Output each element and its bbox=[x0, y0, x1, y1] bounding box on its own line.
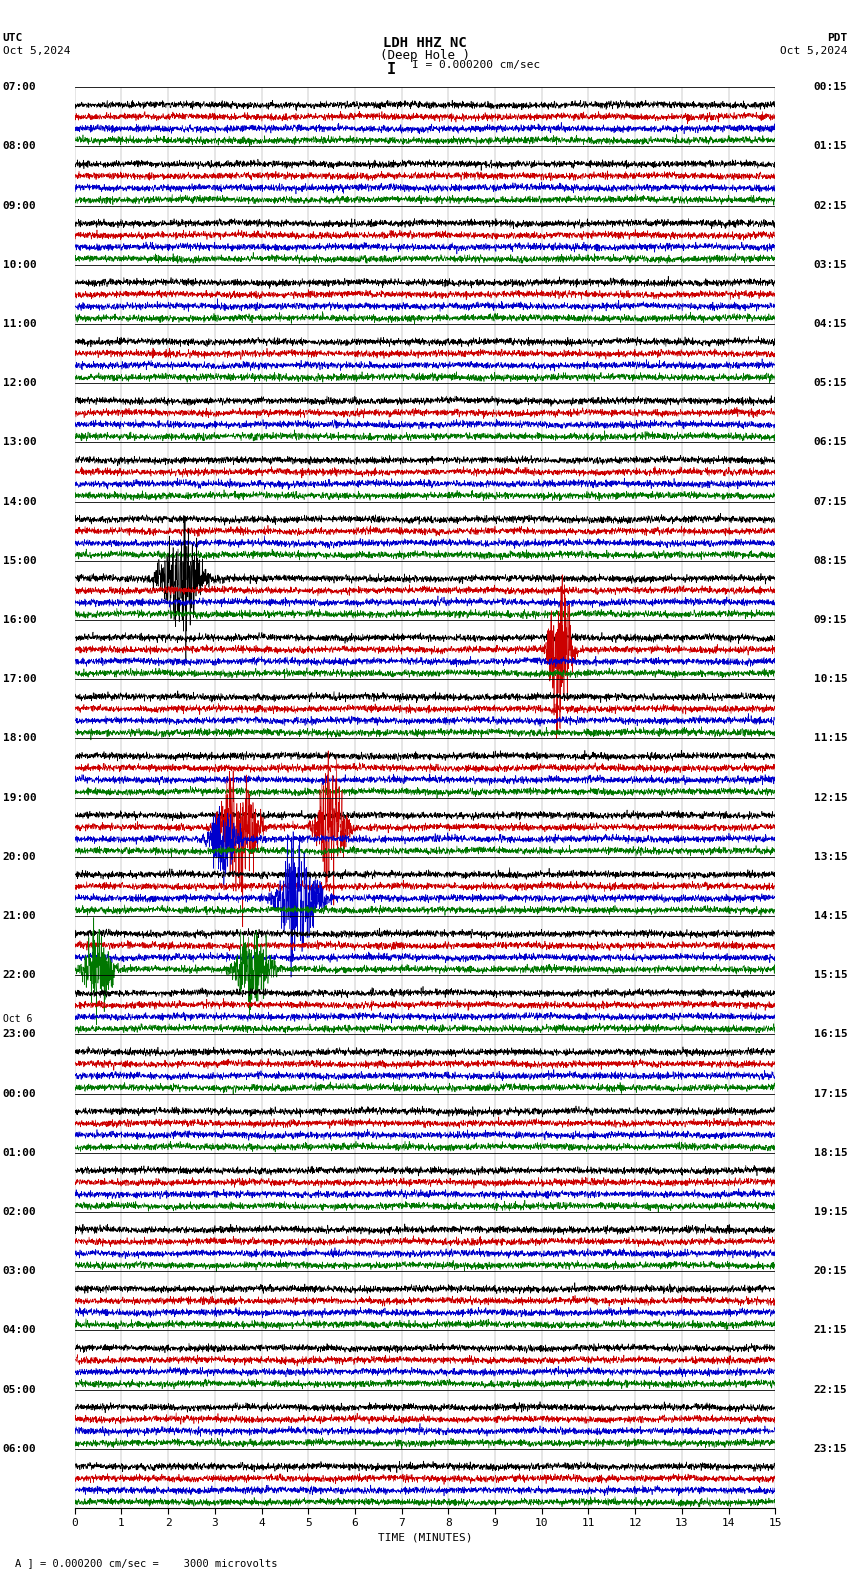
Text: 19:15: 19:15 bbox=[813, 1207, 847, 1217]
Text: A ] = 0.000200 cm/sec =    3000 microvolts: A ] = 0.000200 cm/sec = 3000 microvolts bbox=[15, 1559, 278, 1568]
Text: I = 0.000200 cm/sec: I = 0.000200 cm/sec bbox=[412, 60, 541, 70]
Text: 16:00: 16:00 bbox=[3, 615, 37, 626]
X-axis label: TIME (MINUTES): TIME (MINUTES) bbox=[377, 1533, 473, 1543]
Text: 08:00: 08:00 bbox=[3, 141, 37, 152]
Text: 22:15: 22:15 bbox=[813, 1384, 847, 1394]
Text: 16:15: 16:15 bbox=[813, 1030, 847, 1039]
Text: 21:15: 21:15 bbox=[813, 1326, 847, 1335]
Text: 15:15: 15:15 bbox=[813, 969, 847, 980]
Text: 18:15: 18:15 bbox=[813, 1148, 847, 1158]
Text: 22:00: 22:00 bbox=[3, 969, 37, 980]
Text: 07:00: 07:00 bbox=[3, 82, 37, 92]
Text: 02:15: 02:15 bbox=[813, 201, 847, 211]
Text: 00:00: 00:00 bbox=[3, 1088, 37, 1099]
Text: 20:00: 20:00 bbox=[3, 852, 37, 862]
Text: 13:00: 13:00 bbox=[3, 437, 37, 447]
Text: 07:15: 07:15 bbox=[813, 496, 847, 507]
Text: 01:00: 01:00 bbox=[3, 1148, 37, 1158]
Text: 19:00: 19:00 bbox=[3, 792, 37, 803]
Text: Oct 5,2024: Oct 5,2024 bbox=[780, 46, 847, 55]
Text: 21:00: 21:00 bbox=[3, 911, 37, 920]
Text: 01:15: 01:15 bbox=[813, 141, 847, 152]
Text: 09:15: 09:15 bbox=[813, 615, 847, 626]
Text: 13:15: 13:15 bbox=[813, 852, 847, 862]
Text: Oct 5,2024: Oct 5,2024 bbox=[3, 46, 70, 55]
Text: 11:15: 11:15 bbox=[813, 733, 847, 743]
Text: 10:00: 10:00 bbox=[3, 260, 37, 269]
Text: 12:00: 12:00 bbox=[3, 379, 37, 388]
Text: LDH HHZ NC: LDH HHZ NC bbox=[383, 36, 467, 51]
Text: 17:00: 17:00 bbox=[3, 675, 37, 684]
Text: 11:00: 11:00 bbox=[3, 318, 37, 329]
Text: 15:00: 15:00 bbox=[3, 556, 37, 565]
Text: PDT: PDT bbox=[827, 33, 847, 43]
Text: 04:00: 04:00 bbox=[3, 1326, 37, 1335]
Text: 17:15: 17:15 bbox=[813, 1088, 847, 1099]
Text: 12:15: 12:15 bbox=[813, 792, 847, 803]
Text: UTC: UTC bbox=[3, 33, 23, 43]
Text: 09:00: 09:00 bbox=[3, 201, 37, 211]
Text: 14:00: 14:00 bbox=[3, 496, 37, 507]
Text: 03:15: 03:15 bbox=[813, 260, 847, 269]
Text: 08:15: 08:15 bbox=[813, 556, 847, 565]
Text: 04:15: 04:15 bbox=[813, 318, 847, 329]
Text: 05:00: 05:00 bbox=[3, 1384, 37, 1394]
Text: 00:15: 00:15 bbox=[813, 82, 847, 92]
Text: 06:15: 06:15 bbox=[813, 437, 847, 447]
Text: 14:15: 14:15 bbox=[813, 911, 847, 920]
Text: 10:15: 10:15 bbox=[813, 675, 847, 684]
Text: 18:00: 18:00 bbox=[3, 733, 37, 743]
Text: 23:00: 23:00 bbox=[3, 1030, 37, 1039]
Text: 23:15: 23:15 bbox=[813, 1443, 847, 1454]
Text: 02:00: 02:00 bbox=[3, 1207, 37, 1217]
Text: (Deep Hole ): (Deep Hole ) bbox=[380, 49, 470, 62]
Text: 06:00: 06:00 bbox=[3, 1443, 37, 1454]
Text: I: I bbox=[387, 62, 395, 76]
Text: Oct 6: Oct 6 bbox=[3, 1014, 32, 1023]
Text: 05:15: 05:15 bbox=[813, 379, 847, 388]
Text: 20:15: 20:15 bbox=[813, 1266, 847, 1277]
Text: 03:00: 03:00 bbox=[3, 1266, 37, 1277]
